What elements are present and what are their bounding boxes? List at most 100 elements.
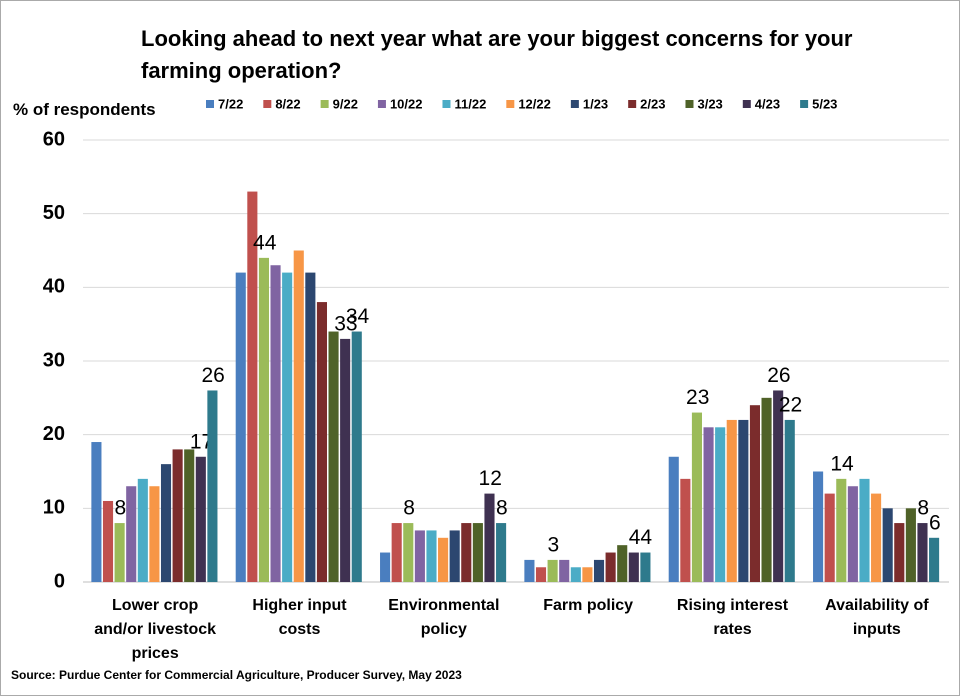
bar [340, 338, 351, 582]
bar [258, 257, 269, 582]
legend-label: 2/23 [640, 96, 665, 111]
y-axis-label: % of respondents [13, 100, 156, 119]
data-label: 8 [917, 497, 929, 520]
legend-label: 1/23 [583, 96, 608, 111]
bar [184, 449, 195, 582]
chart-title: Looking ahead to next year what are your… [141, 26, 853, 83]
bar [813, 471, 824, 582]
bar [91, 442, 102, 582]
bar [126, 486, 137, 582]
bar [784, 419, 795, 582]
bar [207, 390, 218, 582]
bar [380, 552, 391, 582]
legend-label: 4/23 [755, 96, 780, 111]
bar [773, 390, 784, 582]
legend-label: 11/22 [454, 96, 486, 111]
bar [414, 530, 425, 582]
bar [859, 478, 870, 582]
legend-swatch [506, 100, 515, 108]
bar [535, 567, 547, 582]
bar [328, 331, 339, 582]
bar [691, 412, 702, 582]
bar [668, 456, 679, 582]
x-tick-label: Environmental policy [388, 597, 500, 638]
bar [749, 405, 760, 582]
bar [137, 478, 148, 582]
y-tick-label: 20 [43, 423, 65, 445]
bar [894, 523, 905, 582]
bar [472, 523, 483, 582]
bar [605, 552, 616, 582]
bar [836, 478, 847, 582]
bar [102, 500, 114, 582]
bar [449, 530, 460, 582]
bar [391, 523, 402, 582]
bar [438, 537, 449, 582]
bar [426, 530, 437, 582]
data-label: 8 [496, 497, 508, 520]
bar [270, 265, 281, 582]
bar [882, 508, 893, 582]
legend-swatch [685, 100, 694, 108]
y-tick-label: 30 [43, 349, 65, 371]
x-tick-label: Availability of inputs [825, 597, 929, 638]
bar [496, 523, 507, 582]
bar [929, 537, 940, 582]
data-label: 44 [253, 231, 277, 254]
y-tick-label: 10 [43, 497, 65, 519]
legend-label: 12/22 [518, 96, 551, 111]
data-label: 23 [686, 386, 709, 409]
bar [617, 545, 628, 582]
data-label: 12 [479, 467, 502, 490]
bar [524, 559, 535, 582]
bar [114, 523, 125, 582]
data-label: 26 [767, 364, 790, 387]
y-tick-label: 0 [54, 570, 65, 592]
legend-label: 10/22 [390, 96, 423, 111]
bar [715, 427, 726, 582]
y-tick-label: 50 [43, 202, 65, 224]
data-label: 3 [548, 533, 560, 556]
legend-label: 3/23 [697, 96, 722, 111]
legend-swatch [320, 100, 329, 108]
bar [640, 552, 651, 582]
bar [316, 302, 327, 582]
data-label: 4 [640, 526, 652, 549]
bar [593, 559, 605, 582]
bar [547, 559, 558, 582]
data-label: 4 [629, 526, 641, 549]
bar [461, 523, 472, 582]
legend-label: 9/22 [333, 96, 358, 111]
legend-swatch [206, 100, 214, 108]
bar [195, 456, 206, 582]
bar [282, 272, 293, 582]
data-label: 22 [779, 393, 802, 416]
y-tick-label: 40 [43, 276, 65, 298]
legend-swatch [263, 100, 272, 108]
legend-swatch [570, 100, 579, 108]
bar [484, 493, 495, 582]
bar [738, 419, 749, 582]
bar [559, 559, 570, 582]
legend-swatch [442, 100, 451, 108]
bar [703, 427, 714, 582]
y-tick-label: 60 [43, 128, 65, 150]
legend-label: 5/23 [812, 96, 837, 111]
bar [726, 419, 737, 582]
bar [680, 478, 691, 582]
data-label: 34 [346, 305, 370, 328]
bar [172, 449, 183, 582]
legend-swatch [800, 100, 809, 108]
data-label: 14 [830, 452, 854, 475]
bar [582, 567, 593, 582]
legend-label: 8/22 [275, 96, 300, 111]
data-label: 8 [115, 497, 127, 520]
bar [351, 331, 362, 582]
bar [160, 464, 172, 582]
source: Source: Purdue Center for Commercial Agr… [11, 668, 462, 682]
legend-swatch [377, 100, 386, 108]
bar [235, 272, 246, 582]
bar [403, 523, 414, 582]
